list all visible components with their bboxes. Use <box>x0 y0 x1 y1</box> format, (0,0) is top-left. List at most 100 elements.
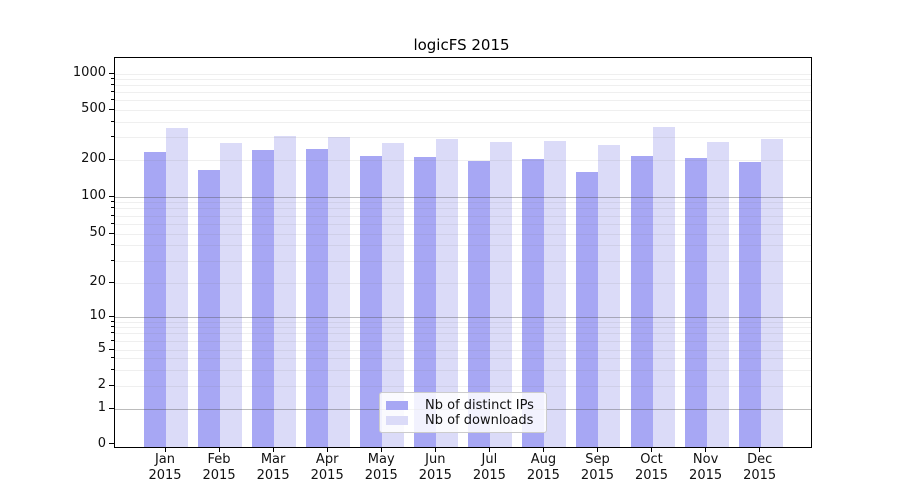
y-axis-tick <box>109 348 114 350</box>
y-axis-tick <box>111 320 114 322</box>
gridline-minor <box>114 260 811 262</box>
y-tick-label: 5 <box>97 341 106 356</box>
gridline-minor <box>114 321 811 323</box>
gridline-minor <box>114 109 811 111</box>
y-axis-tick <box>111 332 114 334</box>
y-tick-label: 500 <box>81 101 106 116</box>
x-tick-label-feb: Feb 2015 <box>202 452 236 483</box>
gridline-minor <box>114 333 811 335</box>
y-axis-tick <box>109 195 114 197</box>
y-axis-tick <box>109 158 114 160</box>
legend-swatch-distinct-ips <box>386 401 408 410</box>
x-tick-label-aug: Aug 2015 <box>526 452 560 483</box>
y-axis-tick <box>111 84 114 86</box>
bar-downloads-jun <box>436 138 459 447</box>
bar-distinct-ips-jul <box>468 161 491 447</box>
gridline-minor <box>114 85 811 87</box>
bar-downloads-oct <box>652 126 675 447</box>
y-axis-tick <box>109 281 114 283</box>
x-axis-tick <box>488 447 490 452</box>
y-tick-label: 10 <box>89 308 106 323</box>
bar-downloads-feb <box>220 142 243 447</box>
y-axis-tick <box>111 326 114 328</box>
x-tick-label-nov: Nov 2015 <box>689 452 723 483</box>
bar-distinct-ips-jan <box>144 151 166 447</box>
bar-downloads-sep <box>598 145 621 447</box>
y-axis-tick <box>109 407 114 409</box>
bar-downloads-jul <box>490 141 513 447</box>
gridline-minor <box>114 159 811 161</box>
bar-downloads-nov <box>706 142 729 447</box>
y-tick-label: 2 <box>97 377 106 392</box>
bar-downloads-apr <box>328 136 351 447</box>
y-axis-tick <box>109 108 114 110</box>
gridline-minor <box>114 137 811 139</box>
y-axis-tick <box>109 72 114 74</box>
bar-downloads-dec <box>760 139 783 447</box>
x-tick-label-oct: Oct 2015 <box>634 452 669 483</box>
y-axis-tick <box>111 120 114 122</box>
x-tick-label-apr: Apr 2015 <box>310 452 344 483</box>
gridline-minor <box>114 215 811 217</box>
y-axis-tick <box>111 91 114 93</box>
y-axis-tick <box>109 315 114 317</box>
gridline-minor <box>114 100 811 102</box>
bar-distinct-ips-mar <box>252 150 275 447</box>
y-axis-tick <box>111 136 114 138</box>
y-axis-tick <box>111 222 114 224</box>
gridline-minor <box>114 340 811 342</box>
x-axis-tick <box>596 447 598 452</box>
y-tick-label: 1000 <box>72 65 106 80</box>
bar-distinct-ips-dec <box>738 161 761 447</box>
x-tick-label-jul: Jul 2015 <box>472 452 506 483</box>
bar-distinct-ips-jun <box>414 156 437 447</box>
gridline-minor <box>114 349 811 351</box>
bar-distinct-ips-may <box>360 155 383 447</box>
gridline-minor <box>114 369 811 371</box>
gridline-minor <box>114 92 811 94</box>
x-axis-tick <box>651 447 653 452</box>
legend-swatch-downloads <box>386 416 408 425</box>
gridline-minor <box>114 327 811 329</box>
gridline-minor <box>114 208 811 210</box>
gridline-minor <box>114 121 811 123</box>
legend-label-downloads: Nb of downloads <box>425 413 534 428</box>
y-tick-label: 20 <box>89 274 106 289</box>
gridline-minor <box>114 233 811 235</box>
y-axis-tick <box>111 339 114 341</box>
y-tick-label: 100 <box>81 188 106 203</box>
y-axis-tick <box>111 201 114 203</box>
bar-distinct-ips-feb <box>198 169 221 447</box>
x-tick-label-jan: Jan 2015 <box>148 452 182 483</box>
bar-downloads-may <box>382 143 405 447</box>
x-axis-tick <box>218 447 220 452</box>
x-axis-tick <box>542 447 544 452</box>
y-axis-tick <box>111 207 114 209</box>
y-tick-label: 0 <box>97 435 106 451</box>
y-axis-tick <box>111 99 114 101</box>
legend-label-distinct-ips: Nb of distinct IPs <box>425 398 534 413</box>
plot-area <box>113 57 812 448</box>
x-tick-label-jun: Jun 2015 <box>418 452 452 483</box>
y-axis-tick <box>109 232 114 234</box>
x-axis-tick <box>326 447 328 452</box>
y-tick-label: 200 <box>81 151 106 166</box>
x-tick-label-sep: Sep 2015 <box>580 452 615 483</box>
x-axis-tick <box>164 447 166 452</box>
gridline-minor <box>114 78 811 80</box>
y-axis-tick <box>111 368 114 370</box>
bar-distinct-ips-aug <box>522 158 545 447</box>
x-tick-label-mar: Mar 2015 <box>256 452 290 483</box>
gridline-minor <box>114 282 811 284</box>
bar-distinct-ips-oct <box>630 156 653 447</box>
y-axis-tick <box>109 443 114 444</box>
gridline-minor <box>114 223 811 225</box>
bar-downloads-aug <box>544 141 567 447</box>
y-axis-tick <box>111 259 114 261</box>
gridline-major <box>114 316 811 318</box>
gridline-major <box>114 196 811 198</box>
y-axis-tick <box>109 384 114 386</box>
gridline-minor <box>114 245 811 247</box>
y-axis-tick <box>111 77 114 79</box>
